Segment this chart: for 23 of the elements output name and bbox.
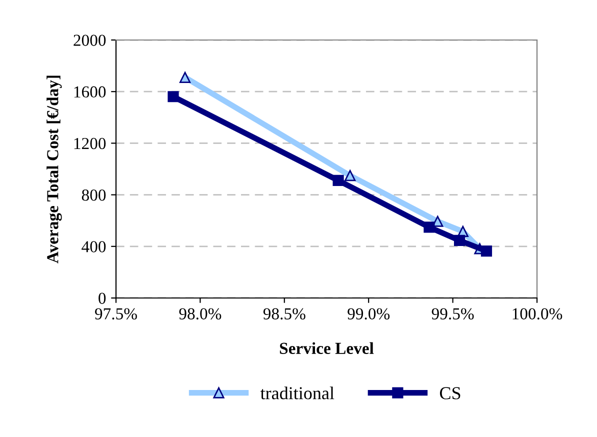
x-tick-label: 97.5% (95, 308, 137, 320)
y-axis-title: Average Total Cost [€/day] (46, 76, 62, 264)
y-tick-label: 800 (82, 190, 106, 201)
y-tick-label: 400 (82, 241, 106, 252)
point (344, 170, 356, 182)
y-tick-label: 1200 (74, 138, 106, 150)
point (424, 222, 435, 233)
y-tick-label: 0 (98, 292, 106, 304)
point (168, 91, 179, 102)
x-tick-label: 100.0% (512, 308, 562, 320)
legend-label: traditional (260, 386, 334, 400)
y-tick-label: 2000 (74, 34, 106, 46)
point (480, 245, 492, 257)
x-tick-label: 99.0% (348, 308, 390, 320)
y-tick-label: 1600 (74, 86, 106, 98)
x-tick-label: 99.5% (432, 308, 474, 320)
x-tick-label: 98.0% (179, 308, 222, 320)
legend-label: CS (440, 387, 460, 400)
x-axis-title: Service Level (280, 342, 374, 354)
x-tick-label: 98.5% (263, 308, 306, 320)
point (332, 174, 344, 186)
point (179, 72, 191, 83)
point (454, 234, 466, 246)
